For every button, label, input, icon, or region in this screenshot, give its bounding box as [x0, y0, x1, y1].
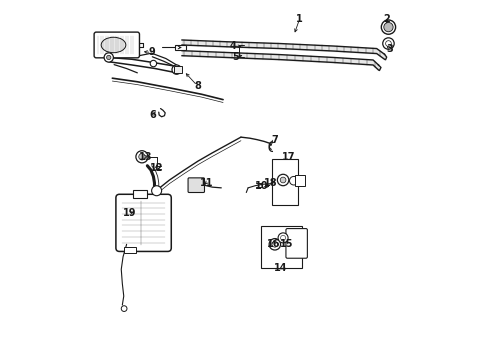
Text: 5: 5	[232, 53, 239, 63]
Circle shape	[385, 41, 390, 46]
Circle shape	[268, 239, 280, 250]
Text: 12: 12	[149, 163, 163, 173]
Circle shape	[136, 151, 148, 163]
Bar	[174, 66, 182, 73]
Circle shape	[280, 235, 285, 240]
Text: 10: 10	[254, 181, 268, 192]
Circle shape	[151, 186, 162, 196]
FancyBboxPatch shape	[116, 194, 171, 251]
Text: 19: 19	[122, 208, 136, 218]
Circle shape	[139, 154, 145, 160]
Bar	[175, 45, 185, 50]
Circle shape	[106, 55, 111, 60]
Text: 7: 7	[270, 135, 277, 145]
Text: 2: 2	[382, 14, 389, 24]
Bar	[133, 190, 147, 198]
Text: 16: 16	[266, 239, 280, 249]
FancyBboxPatch shape	[188, 178, 204, 193]
Text: 4: 4	[229, 41, 236, 51]
Circle shape	[382, 38, 393, 49]
Text: 13: 13	[139, 152, 152, 162]
Text: 17: 17	[281, 153, 295, 162]
Text: 1: 1	[296, 14, 302, 24]
FancyBboxPatch shape	[285, 229, 307, 258]
Text: 8: 8	[194, 81, 201, 91]
Ellipse shape	[101, 37, 125, 53]
Bar	[124, 247, 136, 253]
Text: 15: 15	[279, 239, 292, 249]
Circle shape	[381, 20, 395, 34]
Circle shape	[174, 67, 179, 72]
Circle shape	[383, 22, 392, 32]
Bar	[294, 175, 305, 186]
Circle shape	[150, 60, 156, 67]
Circle shape	[104, 53, 113, 62]
Text: 18: 18	[264, 178, 277, 188]
Text: 9: 9	[148, 48, 155, 58]
Text: 3: 3	[386, 44, 392, 54]
Text: 6: 6	[149, 110, 155, 120]
Circle shape	[280, 177, 285, 183]
Bar	[272, 158, 298, 205]
FancyBboxPatch shape	[94, 32, 139, 58]
Text: 11: 11	[199, 178, 213, 188]
Circle shape	[278, 233, 287, 243]
Bar	[261, 226, 302, 267]
Circle shape	[271, 242, 277, 247]
Circle shape	[289, 176, 298, 185]
Text: 14: 14	[273, 262, 286, 273]
Circle shape	[172, 65, 181, 74]
Circle shape	[121, 306, 127, 311]
Circle shape	[277, 174, 288, 186]
